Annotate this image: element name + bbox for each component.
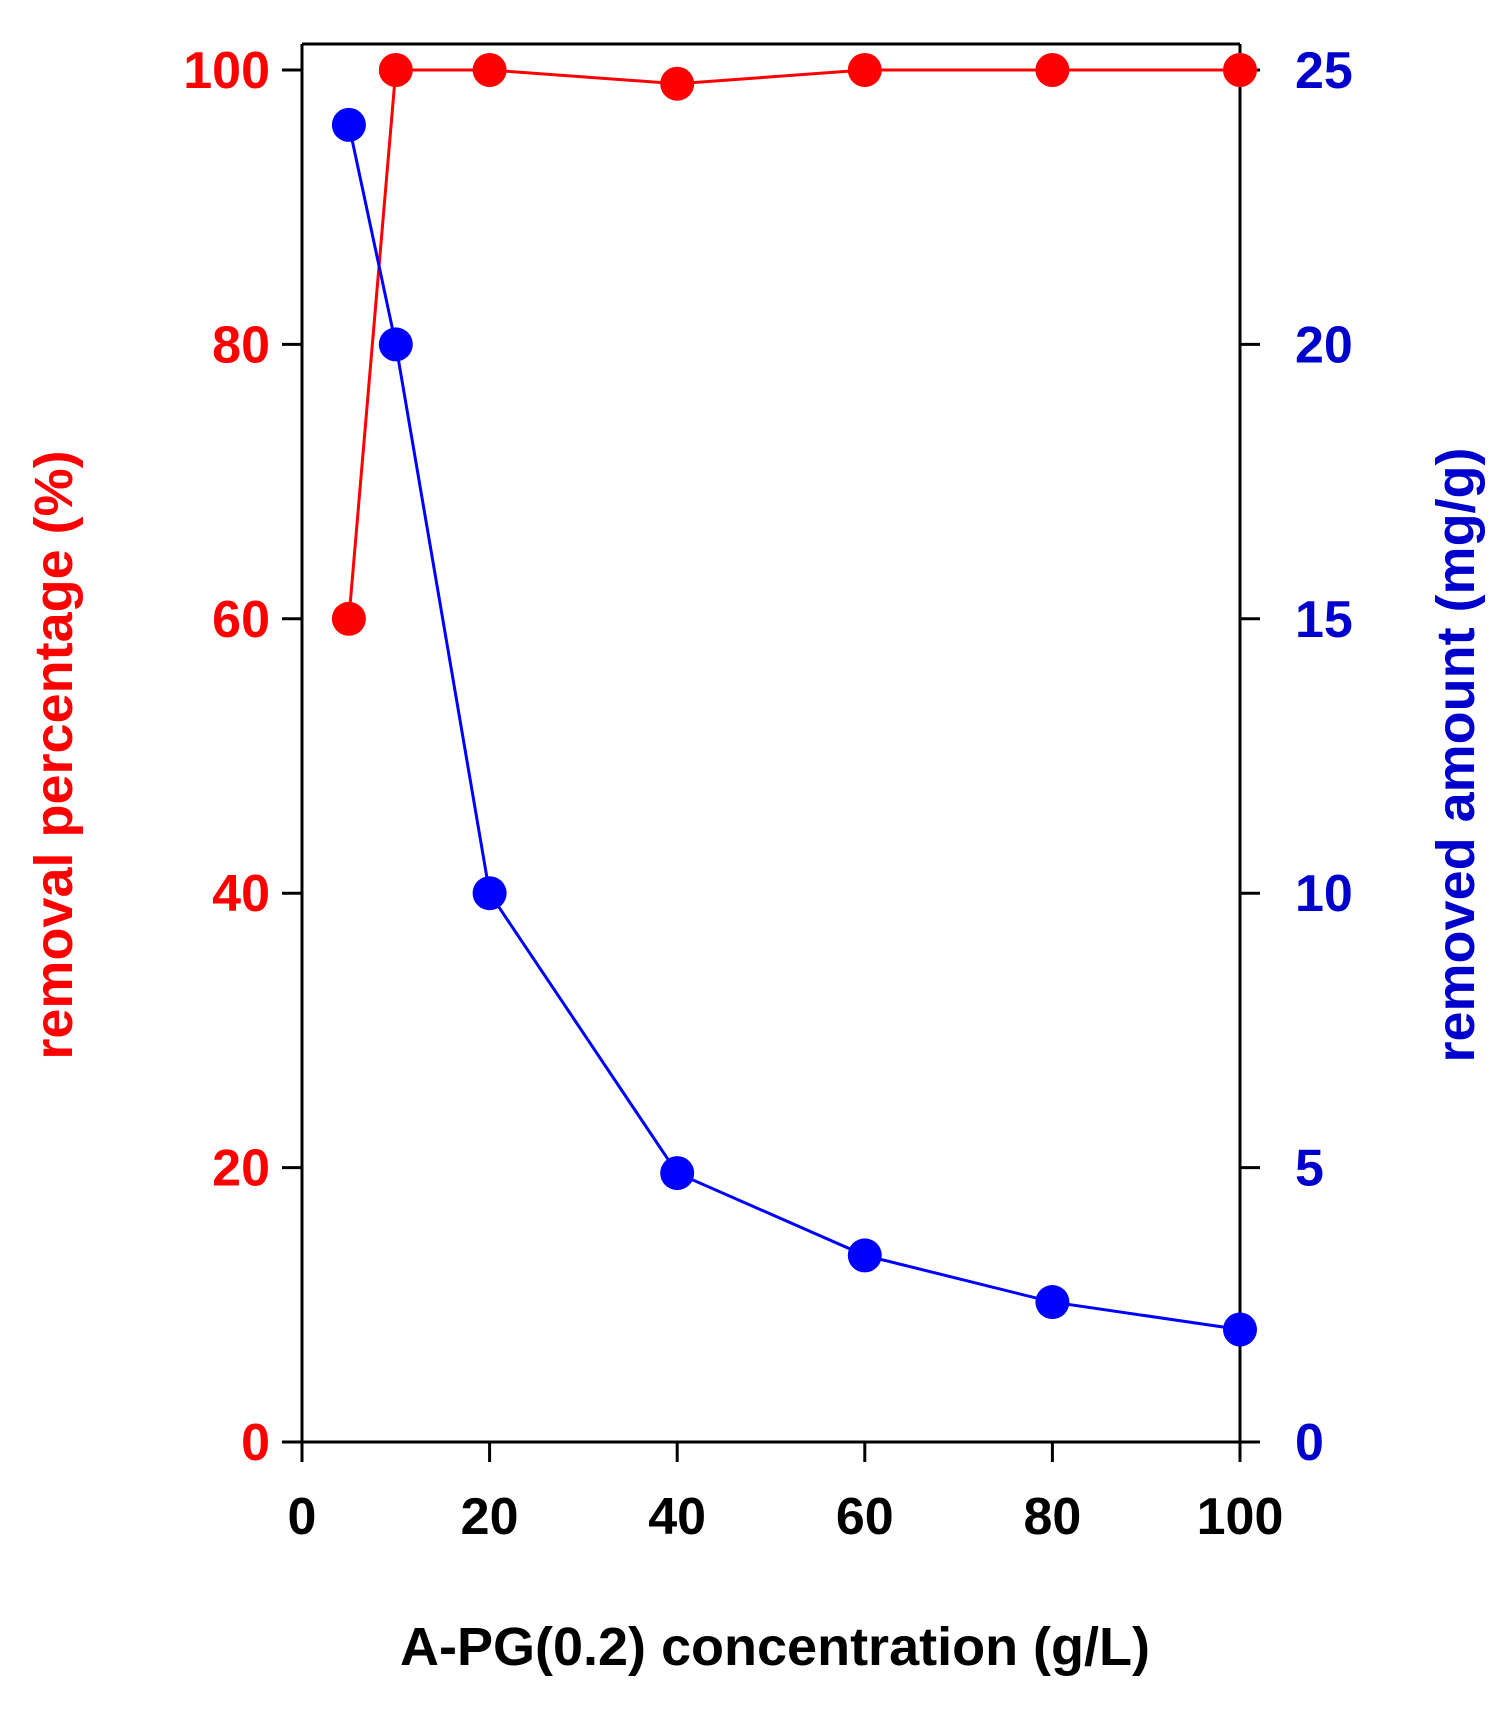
left-y-axis-ticks: 0 20 40 60 80 100: [183, 42, 302, 1472]
left-y-tick-label: 60: [212, 591, 270, 649]
right-y-tick-label: 20: [1295, 316, 1353, 374]
data-point-right: [847, 1238, 882, 1273]
data-point-left: [1035, 53, 1070, 87]
right-y-tick-label: 15: [1295, 591, 1353, 649]
left-y-axis-title: removal percentage (%): [24, 450, 84, 1059]
x-tick-label: 0: [288, 1488, 317, 1546]
x-tick-label: 100: [1197, 1488, 1284, 1546]
x-tick-label: 80: [1023, 1488, 1081, 1546]
x-axis-ticks: 0 20 40 60 80 100: [288, 1442, 1284, 1546]
data-point-left: [331, 601, 366, 636]
x-tick-label: 20: [461, 1488, 519, 1546]
x-tick-label: 60: [836, 1488, 894, 1546]
plot-frame: [300, 42, 1242, 1444]
data-point-left: [472, 53, 507, 87]
x-axis-title: A-PG(0.2) concentration (g/L): [400, 1617, 1150, 1677]
right-y-tick-label: 25: [1295, 42, 1353, 100]
data-point-left: [660, 66, 695, 101]
right-y-tick-label: 5: [1295, 1140, 1324, 1198]
data-point-left: [847, 53, 882, 87]
right-y-tick-label: 10: [1295, 865, 1353, 923]
series-line-left: [347, 68, 1240, 619]
left-y-tick-label: 100: [183, 42, 270, 100]
data-point-right: [1223, 1312, 1257, 1347]
right-y-axis-ticks: 0 5 10 15 20 25: [1240, 42, 1353, 1472]
data-point-right: [660, 1156, 695, 1191]
right-y-tick-label: 0: [1295, 1414, 1324, 1472]
series-left: [331, 53, 1257, 636]
x-tick-label: 40: [648, 1488, 706, 1546]
data-point-left: [1223, 53, 1257, 87]
data-point-left: [378, 53, 413, 87]
data-point-right: [1035, 1285, 1070, 1320]
left-y-tick-label: 20: [212, 1140, 270, 1198]
left-y-tick-label: 40: [212, 865, 270, 923]
data-point-right: [331, 107, 366, 142]
right-y-axis-title: removed amount (mg/g): [1426, 447, 1486, 1062]
data-point-right: [378, 327, 413, 362]
series-layer: [331, 53, 1257, 1347]
series-right: [331, 107, 1257, 1347]
left-y-tick-label: 80: [212, 316, 270, 374]
series-line-right: [347, 124, 1241, 1331]
left-y-tick-label: 0: [241, 1414, 270, 1472]
data-point-right: [472, 876, 507, 911]
